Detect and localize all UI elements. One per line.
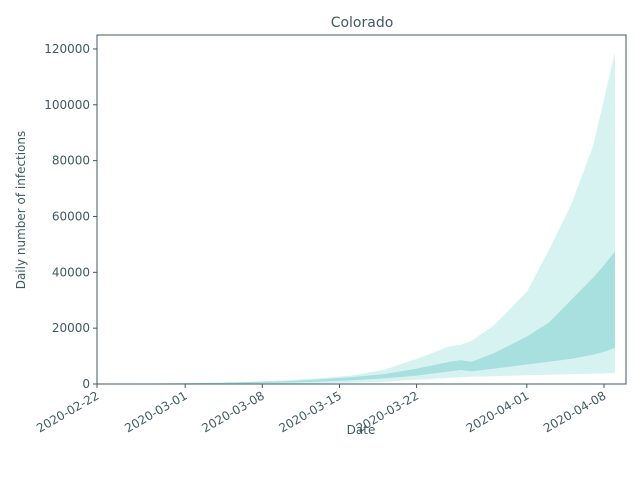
axes-layer: [96, 34, 627, 385]
y-tick-label: 60000: [52, 209, 90, 223]
x-tick-label: 2020-02-22: [34, 388, 101, 435]
bands-layer: [119, 51, 615, 385]
ticks-layer: 0 20000 40000 60000 80000 100000 120000 2020-02…: [34, 42, 608, 436]
y-axis-label: Daily number of infections: [14, 131, 28, 290]
y-tick-label: 40000: [52, 265, 90, 279]
x-tick-label: 2020-03-01: [122, 388, 189, 435]
y-tick-label: 100000: [44, 98, 90, 112]
y-tick-label: 0: [82, 377, 90, 391]
y-tick-label: 120000: [44, 42, 90, 56]
x-axis-label: Date: [347, 423, 376, 437]
x-tick-label: 2020-03-15: [277, 388, 344, 435]
chart-title: Colorado: [331, 15, 394, 31]
x-tick-label: 2020-03-08: [199, 388, 266, 435]
y-tick-label: 20000: [52, 321, 90, 335]
x-tick-label: 2020-04-01: [464, 388, 531, 435]
plot-frame: [96, 34, 627, 385]
y-tick-label: 80000: [52, 154, 90, 168]
x-tick-label: 2020-04-08: [541, 388, 608, 435]
